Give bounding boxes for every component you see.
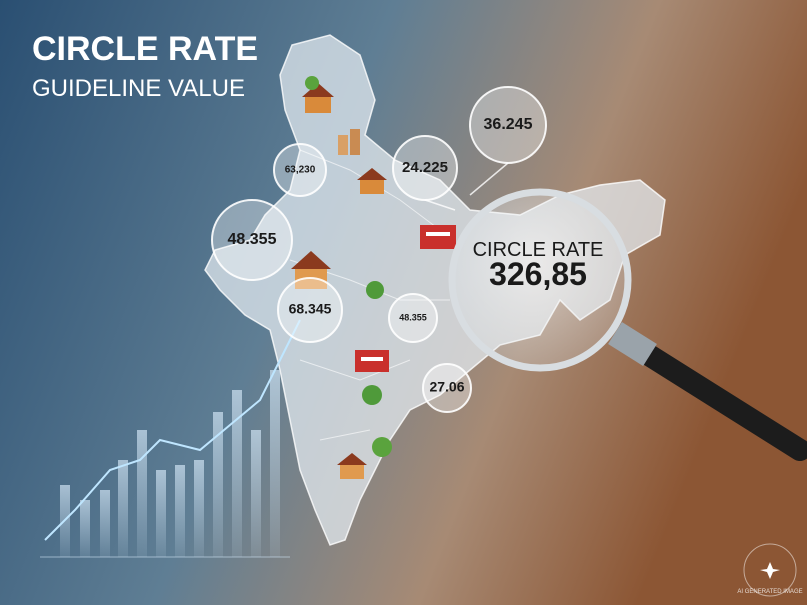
magnifier-title: CIRCLE RATE [473, 239, 604, 261]
trend-line [44, 319, 301, 541]
bubble-label: 48.355 [399, 312, 427, 322]
leader-line [424, 199, 456, 211]
leader-line [469, 162, 509, 196]
bubble [422, 363, 472, 413]
tree [366, 281, 384, 299]
bubble-label: 24.225 [402, 159, 448, 176]
house-icons [291, 76, 456, 479]
magnifier-value: 326,85 [489, 256, 587, 292]
subtitle: GUIDELINE VALUE [32, 75, 245, 102]
bubble-label: 48.355 [228, 231, 277, 248]
bubble [273, 143, 327, 197]
bubble [392, 135, 458, 201]
watermark-star [760, 562, 780, 579]
bubble [388, 293, 438, 343]
bubble-label: 36.245 [484, 116, 533, 133]
bubble-label: 63,230 [285, 165, 316, 176]
watermark: AI GENERATED IMAGE [737, 589, 802, 595]
bubble [211, 199, 293, 281]
bubbles: 36.245 63,230 24.225 48.355 68.345 48.355 27.0… [211, 86, 547, 413]
watermark-ring [743, 543, 797, 597]
bubble [277, 277, 343, 343]
title: CIRCLE RATE [32, 30, 258, 68]
bubble-label: 68.345 [289, 301, 332, 317]
bubble [469, 86, 547, 164]
magnifier: CIRCLE RATE 326,85 [448, 188, 807, 461]
bubble-label: 27.06 [429, 379, 464, 395]
